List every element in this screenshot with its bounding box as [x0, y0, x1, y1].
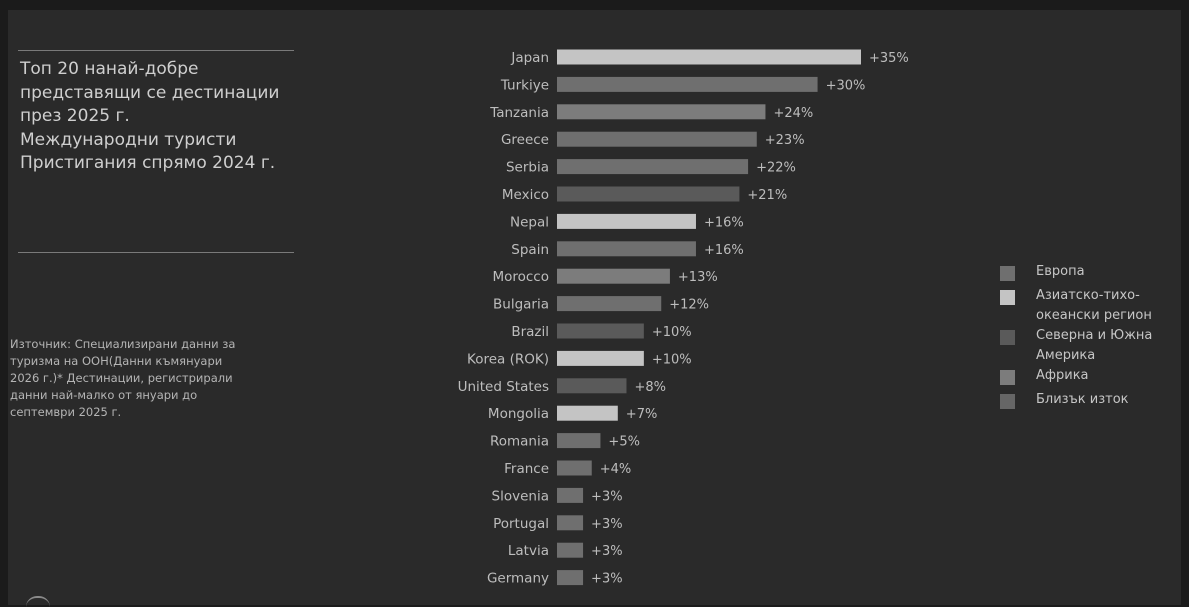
legend-swatch [1000, 330, 1015, 345]
value-label: +22% [756, 161, 796, 176]
value-label: +30% [826, 78, 866, 93]
legend-swatch [1000, 266, 1015, 281]
bar-germany [557, 570, 584, 586]
category-label: Tanzania [489, 105, 549, 121]
category-label: Korea (ROK) [467, 351, 549, 367]
value-label: +3% [591, 572, 623, 587]
value-label: +13% [678, 270, 718, 285]
value-label: +3% [591, 517, 623, 532]
category-label: Brazil [511, 324, 549, 340]
category-label: Portugal [493, 516, 549, 532]
legend-label: Близък изток [1036, 392, 1129, 407]
bar-france [557, 460, 592, 476]
value-label: +35% [869, 51, 909, 66]
value-label: +5% [608, 435, 640, 450]
category-label: Nepal [510, 214, 549, 230]
legend-item: Африка [996, 366, 1186, 390]
category-label: France [504, 461, 549, 477]
bar-portugal [557, 515, 584, 531]
category-label: Mexico [502, 187, 549, 203]
category-label: Turkiye [500, 77, 549, 93]
value-label: +24% [773, 106, 813, 121]
category-label: Romania [490, 434, 549, 450]
legend-label: Европа [1036, 264, 1085, 279]
category-label: Spain [511, 242, 549, 258]
category-label: Morocco [492, 269, 549, 285]
bar-mexico [557, 186, 740, 202]
legend: Европа Азиатско-тихо- океански регион Севе… [996, 262, 1186, 414]
bar-latvia [557, 542, 584, 558]
bar-mongolia [557, 405, 618, 421]
legend-item: Северна и Южна Америка [996, 326, 1186, 366]
bar-korea-rok [557, 350, 644, 366]
legend-label: Азиатско-тихо- океански регион [1036, 288, 1152, 323]
legend-label: Африка [1036, 368, 1089, 383]
value-label: +16% [704, 215, 744, 230]
bar-romania [557, 433, 601, 449]
title-top-rule [18, 50, 294, 51]
value-label: +3% [591, 489, 623, 504]
bar-serbia [557, 159, 749, 175]
value-label: +4% [600, 462, 632, 477]
bar-slovenia [557, 487, 584, 503]
bar-bulgaria [557, 296, 662, 312]
value-label: +3% [591, 544, 623, 559]
source-note: Източник: Специализирани данни за туризм… [10, 337, 236, 419]
bar-japan [557, 49, 861, 65]
legend-label: Северна и Южна Америка [1036, 328, 1153, 363]
category-label: United States [458, 379, 549, 395]
legend-item: Близък изток [996, 390, 1186, 414]
bar-brazil [557, 323, 644, 339]
value-label: +8% [634, 380, 666, 395]
category-label: Mongolia [488, 406, 549, 422]
legend-item: Азиатско-тихо- океански регион [996, 286, 1186, 326]
category-label: Bulgaria [493, 297, 549, 313]
bar-spain [557, 241, 696, 257]
legend-swatch [1000, 290, 1015, 305]
value-label: +10% [652, 325, 692, 340]
bar-tanzania [557, 104, 766, 120]
bar-united-states [557, 378, 627, 394]
legend-item: Европа [996, 262, 1186, 286]
value-label: +21% [747, 188, 787, 203]
category-label: Slovenia [492, 488, 549, 504]
value-label: +7% [626, 407, 658, 422]
value-label: +23% [765, 133, 805, 148]
category-label: Serbia [506, 160, 549, 176]
chart-title: Топ 20 нанай-добре представящи се дестин… [20, 59, 280, 173]
category-label: Germany [487, 571, 549, 587]
legend-swatch [1000, 394, 1015, 409]
bar-turkiye [557, 76, 818, 92]
corner-logo-icon [26, 596, 50, 607]
value-label: +12% [669, 298, 709, 313]
category-label: Latvia [508, 543, 549, 559]
legend-swatch [1000, 370, 1015, 385]
bar-nepal [557, 213, 696, 229]
category-label: Greece [501, 132, 549, 148]
category-label: Japan [510, 50, 549, 66]
bar-morocco [557, 268, 670, 284]
title-bottom-rule [18, 252, 294, 253]
bar-greece [557, 131, 757, 147]
value-label: +10% [652, 352, 692, 367]
value-label: +16% [704, 243, 744, 258]
